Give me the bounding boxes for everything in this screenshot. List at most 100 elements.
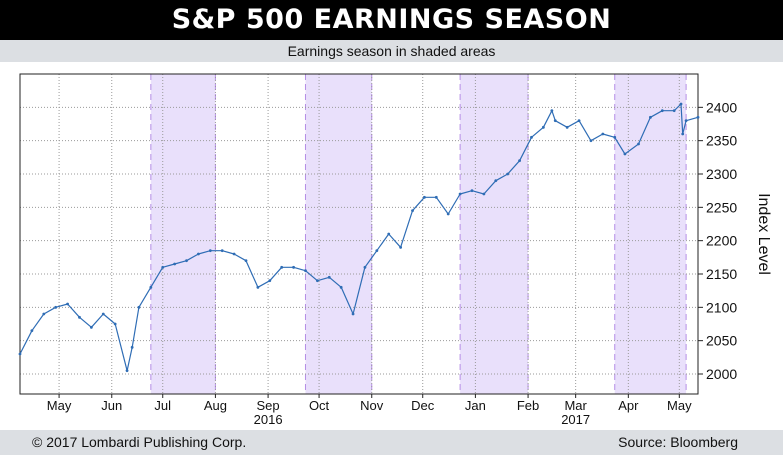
- footer-bar: © 2017 Lombardi Publishing Corp. Source:…: [0, 430, 783, 455]
- data-point: [292, 265, 295, 269]
- data-point: [482, 192, 486, 196]
- data-point: [589, 139, 593, 143]
- data-point: [550, 109, 554, 113]
- data-point: [518, 159, 521, 163]
- data-point: [613, 135, 617, 139]
- x-tick-label: Nov: [360, 398, 384, 413]
- y-tick-label: 2250: [706, 199, 737, 215]
- data-point: [42, 312, 46, 316]
- data-point: [149, 285, 153, 289]
- earnings-period-1: [150, 74, 216, 394]
- data-point: [679, 102, 683, 106]
- x-tick-label: Apr: [618, 398, 639, 413]
- index-line: [19, 103, 699, 372]
- data-point: [681, 132, 685, 136]
- earnings-period-3: [460, 74, 529, 394]
- data-point: [565, 125, 569, 129]
- x-tick-label: May: [47, 398, 72, 413]
- data-point: [411, 209, 414, 213]
- data-point: [623, 152, 627, 156]
- data-point: [446, 212, 450, 216]
- data-point: [327, 275, 331, 279]
- data-point: [649, 115, 652, 119]
- data-point: [280, 265, 284, 269]
- grid-lines: [20, 74, 698, 394]
- x-tick-label: Feb: [517, 398, 539, 413]
- x-tick-label: Jan: [465, 398, 486, 413]
- data-point: [637, 142, 640, 146]
- data-point: [434, 195, 438, 199]
- y-tick-label: 2000: [706, 366, 737, 382]
- x-tick-label: Mar: [564, 398, 587, 413]
- data-point: [375, 249, 379, 253]
- data-point: [601, 132, 605, 136]
- data-point: [399, 245, 403, 249]
- data-point: [268, 279, 272, 283]
- x-tick-label: Sep: [257, 398, 280, 413]
- earnings-period-4: [614, 74, 687, 394]
- data-point: [423, 195, 426, 199]
- chart-area: 2000 2050 2100 2150 2200 2250 2300 2350 2400 May…: [0, 62, 783, 430]
- data-point: [470, 189, 474, 193]
- sp500-line-chart: 2000 2050 2100 2150 2200 2250 2300 2350 2400 May…: [18, 73, 772, 427]
- y-tick-label: 2400: [706, 99, 737, 115]
- x-tick-label: Oct: [309, 398, 330, 413]
- data-point: [660, 109, 664, 113]
- data-point: [101, 312, 105, 316]
- x-tick-label: Jul: [154, 398, 171, 413]
- x-year-label: 2017: [561, 412, 590, 427]
- data-point: [530, 135, 533, 139]
- data-point: [244, 259, 248, 263]
- data-point: [696, 115, 700, 119]
- data-point: [672, 109, 676, 113]
- data-point: [197, 252, 200, 256]
- data-point: [506, 172, 510, 176]
- data-point: [185, 259, 188, 263]
- y-tick-label: 2350: [706, 133, 737, 149]
- data-point: [66, 302, 69, 306]
- x-axis: May Jun Jul Aug Sep Oct Nov Dec Jan Feb Mar Apr May 2…: [47, 394, 692, 427]
- data-point: [553, 119, 557, 123]
- data-point: [78, 315, 81, 319]
- data-point: [220, 249, 224, 253]
- y-tick-label: 2150: [706, 266, 737, 282]
- data-point: [577, 119, 581, 123]
- chart-title: S&P 500 EARNINGS SEASON: [0, 0, 783, 40]
- data-point: [339, 285, 343, 289]
- data-point: [89, 325, 93, 329]
- x-year-label: 2016: [254, 412, 283, 427]
- data-point: [363, 265, 367, 269]
- data-point: [541, 125, 545, 129]
- data-point: [125, 369, 129, 373]
- data-point: [351, 312, 355, 316]
- index-line-group: [18, 102, 700, 373]
- source-text: Source: Bloomberg: [618, 434, 738, 450]
- data-point: [113, 322, 117, 326]
- copyright-text: © 2017 Lombardi Publishing Corp.: [32, 434, 247, 450]
- data-point: [137, 305, 141, 309]
- data-point: [315, 279, 319, 283]
- data-point: [256, 285, 260, 289]
- y-tick-label: 2050: [706, 333, 737, 349]
- data-point: [130, 345, 134, 349]
- x-tick-label: Aug: [204, 398, 227, 413]
- data-point: [161, 265, 165, 269]
- data-point: [458, 192, 462, 196]
- y-tick-label: 2200: [706, 233, 737, 249]
- y-tick-label: 2100: [706, 299, 737, 315]
- plot-frame: [19, 73, 699, 395]
- chart-subtitle: Earnings season in shaded areas: [0, 40, 783, 62]
- data-point: [18, 352, 22, 356]
- data-point: [232, 252, 236, 256]
- x-tick-label: Jun: [101, 398, 122, 413]
- data-point: [173, 262, 177, 266]
- data-point: [387, 232, 391, 236]
- data-point: [304, 269, 307, 273]
- x-tick-label: May: [667, 398, 692, 413]
- y-axis-label: Index Level: [755, 193, 772, 275]
- data-point: [30, 329, 34, 333]
- data-point: [208, 249, 212, 253]
- earnings-period-2: [305, 74, 372, 394]
- x-tick-label: Dec: [411, 398, 435, 413]
- data-point: [494, 179, 498, 183]
